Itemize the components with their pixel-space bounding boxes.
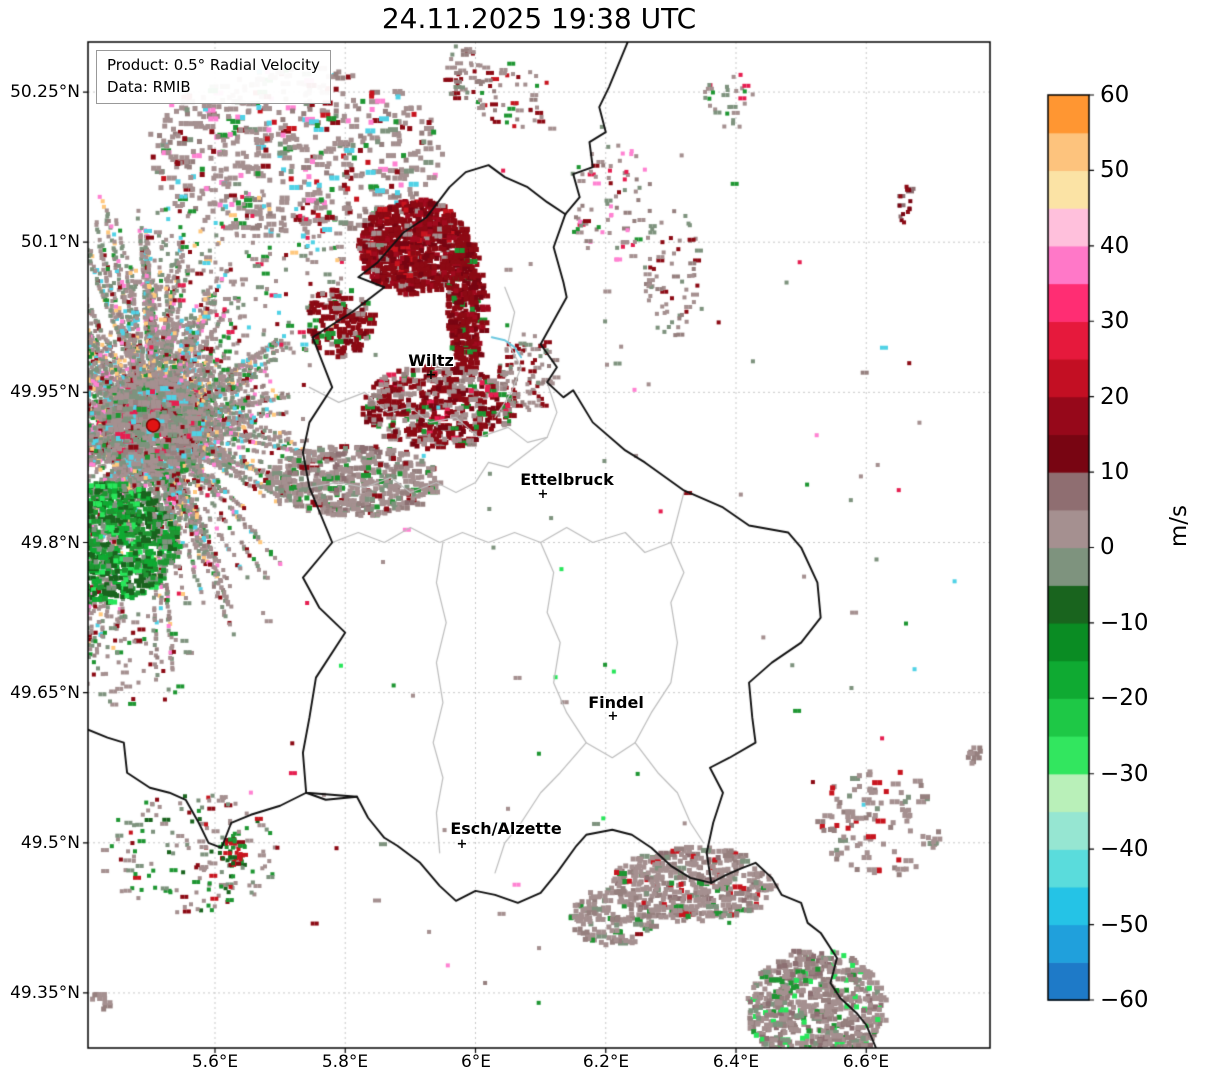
colorbar-tick-label: 60 (1100, 82, 1130, 108)
y-tick-label: 49.35°N (10, 983, 80, 1003)
colorbar-tick-label: −20 (1100, 685, 1149, 711)
colorbar-tick-label: 10 (1100, 459, 1130, 485)
colorbar-tick-label: −30 (1100, 761, 1149, 787)
colorbar-tick-label: −50 (1100, 912, 1149, 938)
colorbar-tick-label: 30 (1100, 308, 1130, 334)
colorbar-units-label: m/s (1166, 505, 1192, 548)
y-tick-label: 49.8°N (20, 533, 80, 553)
city-marker-esch: + (456, 837, 468, 852)
city-label-esch: Esch/Alzette (450, 819, 562, 838)
x-tick-label: 6.6°E (842, 1052, 890, 1072)
city-marker-ettelbruck: + (537, 487, 549, 502)
colorbar-tick-label: −40 (1100, 836, 1149, 862)
colorbar-tick-label: −10 (1100, 610, 1149, 636)
y-tick-label: 49.5°N (20, 833, 80, 853)
x-tick-label: 6.2°E (582, 1052, 630, 1072)
product-line: Product: 0.5° Radial Velocity (107, 56, 320, 74)
x-tick-label: 5.8°E (321, 1052, 369, 1072)
y-tick-label: 50.1°N (20, 232, 80, 252)
data-source-line: Data: RMIB (107, 77, 191, 96)
city-marker-findel: + (607, 709, 619, 724)
colorbar-tick-label: 50 (1100, 157, 1130, 183)
city-label-wiltz: Wiltz (408, 351, 454, 370)
colorbar-tick-label: 0 (1100, 534, 1115, 560)
y-tick-label: 49.65°N (10, 683, 80, 703)
colorbar-tick-label: −60 (1100, 987, 1149, 1013)
x-tick-label: 5.6°E (191, 1052, 239, 1072)
figure-title: 24.11.2025 19:38 UTC (381, 2, 697, 35)
x-tick-label: 6°E (460, 1052, 492, 1072)
x-tick-label: 6.4°E (712, 1052, 760, 1072)
city-label-findel: Findel (588, 693, 644, 712)
y-tick-label: 50.25°N (10, 82, 80, 102)
city-label-ettelbruck: Ettelbruck (520, 470, 614, 489)
colorbar-tick-label: 40 (1100, 233, 1130, 259)
y-tick-label: 49.95°N (10, 382, 80, 402)
product-info-box: Product: 0.5° Radial Velocity Data: RMIB (96, 50, 331, 104)
colorbar-tick-label: 20 (1100, 384, 1130, 410)
city-marker-wiltz: + (425, 368, 437, 383)
